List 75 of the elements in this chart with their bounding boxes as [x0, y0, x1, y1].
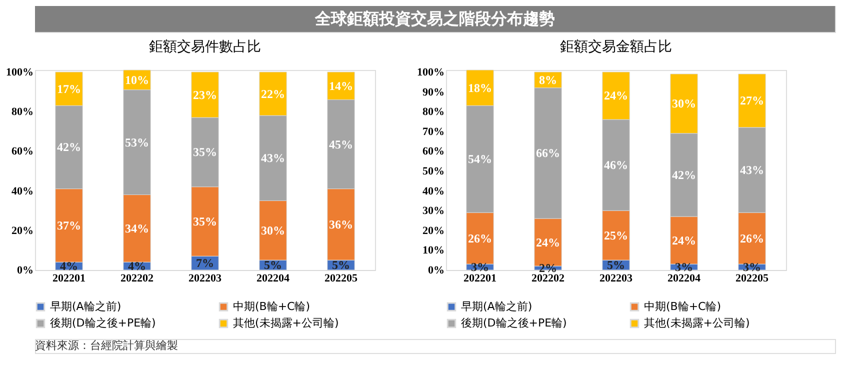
legend-label: 早期(A輪之前): [461, 300, 532, 313]
y-tick-label: 90%: [422, 86, 444, 98]
data-label: 18%: [468, 80, 492, 95]
x-tick-label: 202203: [600, 272, 633, 284]
y-tick-label: 80%: [422, 106, 444, 118]
x-tick-label: 202201: [464, 272, 496, 284]
data-label: 4%: [128, 259, 146, 274]
data-label: 26%: [468, 231, 492, 246]
data-label: 5%: [264, 258, 282, 272]
x-tick-label: 202205: [736, 272, 769, 284]
legend-label: 其他(未揭露+公司輪): [644, 316, 750, 330]
y-tick-label: 10%: [422, 244, 444, 257]
source-note: 資料來源：台經院計算與繪製: [35, 339, 178, 352]
x-tick-label: 202204: [668, 272, 701, 284]
y-tick-label: 40%: [422, 185, 444, 198]
data-label: 7%: [196, 256, 214, 270]
data-label: 37%: [57, 218, 81, 232]
x-tick-label: 202204: [256, 272, 290, 284]
data-label: 25%: [604, 228, 628, 242]
data-label: 43%: [740, 163, 764, 177]
data-label: 14%: [329, 78, 353, 93]
y-tick-label: 60%: [422, 146, 444, 158]
data-label: 8%: [539, 72, 557, 87]
data-label: 17%: [57, 82, 81, 96]
chart-title: 鉅額交易金額占比: [560, 38, 672, 55]
data-label: 42%: [672, 168, 696, 182]
data-label: 30%: [261, 223, 285, 238]
chart-title: 鉅額交易件數占比: [149, 38, 261, 55]
data-label: 53%: [125, 135, 149, 150]
data-label: 10%: [125, 72, 149, 87]
legend-label: 後期(D輪之後+PE輪): [461, 316, 567, 330]
y-tick-label: 50%: [422, 165, 444, 178]
data-label: 46%: [604, 158, 628, 172]
data-label: 66%: [536, 146, 560, 160]
x-tick-label: 202201: [52, 272, 86, 284]
data-label: 5%: [607, 258, 625, 272]
data-label: 22%: [261, 86, 285, 101]
data-label: 43%: [261, 151, 285, 166]
x-tick-label: 202202: [532, 272, 565, 284]
data-label: 42%: [57, 140, 81, 154]
y-tick-label: 60%: [12, 146, 34, 158]
y-tick-label: 20%: [12, 224, 34, 237]
data-label: 35%: [193, 145, 217, 160]
y-tick-label: 30%: [422, 205, 444, 218]
y-tick-label: 80%: [12, 106, 34, 118]
x-tick-label: 202205: [324, 272, 358, 284]
data-label: 5%: [332, 258, 350, 272]
text: 全球鉅額投資交易之階段分布趨勢: [314, 9, 555, 28]
legend-label: 中期(B輪+C輪): [644, 300, 722, 313]
data-label: 24%: [536, 235, 560, 250]
y-tick-label: 100%: [6, 66, 34, 78]
x-tick-label: 202203: [188, 272, 222, 284]
x-tick-label: 202202: [120, 272, 154, 284]
legend-label: 其他(未揭露+公司輪): [233, 316, 339, 330]
legend-label: 早期(A輪之前): [50, 300, 122, 313]
data-label: 36%: [329, 217, 353, 232]
data-label: 27%: [740, 94, 764, 108]
data-label: 30%: [672, 96, 696, 111]
y-tick-label: 40%: [12, 185, 34, 198]
data-label: 45%: [329, 137, 353, 152]
y-tick-label: 0%: [428, 264, 444, 276]
y-tick-label: 0%: [17, 264, 34, 276]
data-label: 34%: [125, 221, 149, 236]
data-label: 23%: [193, 88, 217, 102]
y-tick-label: 70%: [422, 126, 444, 138]
legend-label: 中期(B輪+C輪): [233, 300, 310, 313]
data-label: 26%: [740, 231, 764, 246]
y-tick-label: 100%: [417, 66, 444, 78]
data-label: 54%: [468, 152, 492, 166]
data-label: 4%: [60, 259, 78, 274]
data-label: 24%: [672, 233, 696, 248]
data-label: 35%: [193, 214, 217, 228]
data-label: 24%: [604, 88, 628, 103]
legend-label: 後期(D輪之後+PE輪): [50, 316, 156, 330]
y-tick-label: 20%: [422, 224, 444, 237]
